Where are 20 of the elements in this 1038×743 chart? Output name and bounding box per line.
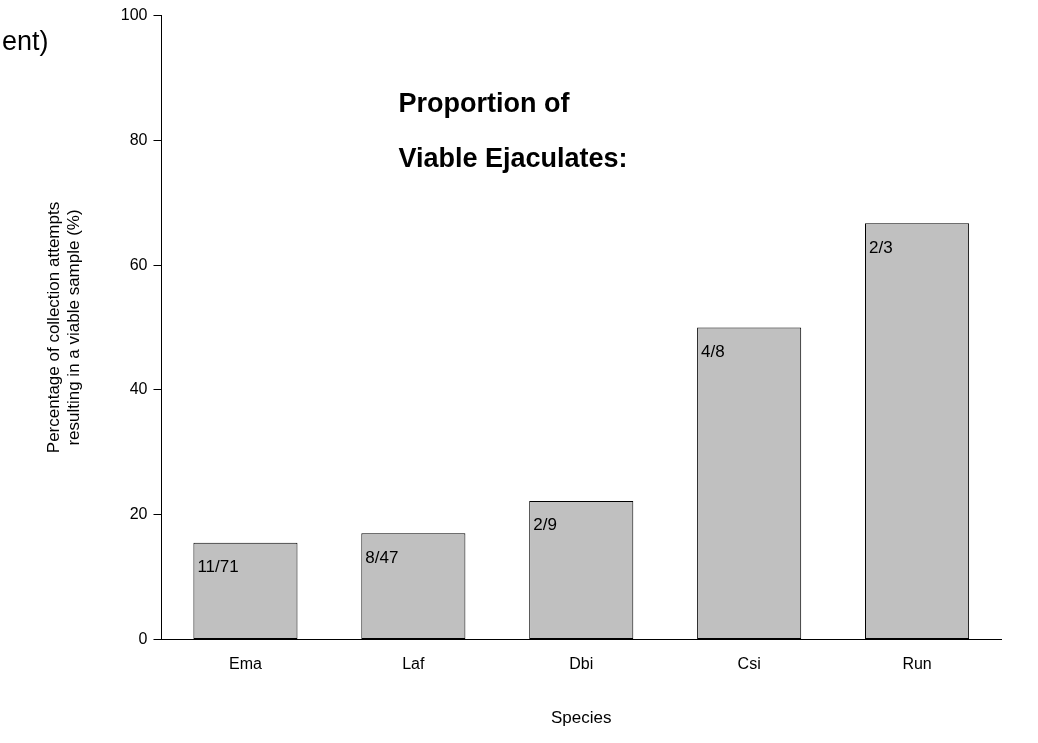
y-tick-label: 100 [120, 6, 148, 24]
annotation: 11/71 [197, 556, 239, 576]
x-tick-label: Dbi [569, 655, 594, 673]
y-tick-label: 20 [129, 505, 148, 523]
text: ent) [2, 26, 49, 56]
annotation: 2/3 [869, 237, 893, 257]
x-tick-label: Ema [228, 655, 262, 673]
x-tick-label: Run [902, 655, 932, 673]
annotation: 4/8 [701, 341, 725, 361]
annotation: 2/9 [533, 515, 557, 535]
y-tick-label: 0 [138, 629, 148, 647]
y-tick-label: 60 [129, 255, 148, 273]
x-tick-label: Csi [737, 655, 761, 673]
x-axis-title: Species [551, 708, 612, 728]
annotation: Proportion of Viable Ejaculates: [398, 88, 628, 173]
y-axis-title: Percentage of collection attempts resulting in a viable sample (%) [43, 201, 84, 454]
y-tick-label: 40 [129, 380, 148, 398]
annotation: 8/47 [365, 547, 399, 567]
y-tick-label: 80 [129, 130, 148, 148]
x-tick-label: Laf [402, 655, 426, 673]
